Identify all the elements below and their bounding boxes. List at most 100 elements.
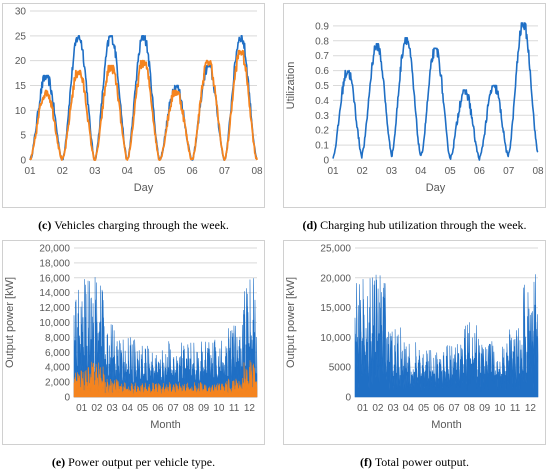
x-tick-label: 02 [357, 166, 369, 177]
series-area-0 [354, 274, 539, 398]
y-tick-label: 10 [15, 106, 27, 117]
y-tick-label: 6,000 [45, 348, 70, 359]
x-tick-label: 04 [122, 166, 134, 177]
x-tick-label: 05 [154, 166, 166, 177]
y-tick-label: 0.1 [315, 141, 329, 152]
y-tick-label: 25,000 [320, 244, 351, 255]
y-tick-label: 0.3 [315, 111, 329, 122]
x-tick-label: 03 [388, 403, 400, 414]
x-tick-label: 03 [386, 166, 398, 177]
y-tick-label: 20 [15, 56, 27, 67]
y-tick-label: 8,000 [45, 333, 70, 344]
y-tick-label: 18,000 [39, 258, 70, 269]
y-tick-label: 0 [20, 156, 26, 167]
y-tick-label: 0.2 [315, 126, 329, 137]
caption-c-text: Vehicles charging through the week. [54, 218, 229, 232]
x-axis-label: Month [150, 419, 181, 431]
x-tick-label: 06 [187, 166, 199, 177]
caption-e-text: Power output per vehicle type. [68, 455, 216, 469]
y-tick-label: 16,000 [39, 273, 70, 284]
x-tick-label: 02 [372, 403, 384, 414]
series-area-1 [73, 360, 258, 398]
y-tick-label: 0.4 [315, 96, 329, 107]
x-tick-label: 01 [76, 403, 88, 414]
caption-c: (c) Vehicles charging through the week. [2, 218, 265, 233]
y-tick-label: 5 [20, 131, 26, 142]
y-tick-label: 30 [15, 7, 27, 18]
y-tick-label: 0 [64, 393, 70, 404]
x-tick-label: 09 [198, 403, 210, 414]
y-tick-label: 20,000 [320, 273, 351, 284]
x-tick-label: 04 [122, 403, 134, 414]
y-tick-label: 4,000 [45, 363, 70, 374]
x-tick-label: 01 [357, 403, 369, 414]
x-tick-label: 04 [415, 166, 427, 177]
y-tick-label: 25 [15, 31, 27, 42]
x-tick-label: 12 [525, 403, 537, 414]
y-tick-label: 0.7 [315, 51, 329, 62]
chart-hub-utilization: 0 0.1 0.2 0.3 0.4 0.5 0.6 0.7 0.8 0.9 01 02 03 04 05 06… [285, 21, 544, 194]
y-tick-label: 15,000 [320, 303, 351, 314]
x-tick-label: 03 [89, 166, 101, 177]
x-tick-label: 08 [183, 403, 195, 414]
x-tick-label: 06 [152, 403, 164, 414]
y-tick-label: 15 [15, 81, 27, 92]
y-tick-label: 0.8 [315, 36, 329, 47]
x-tick-label: 12 [244, 403, 256, 414]
x-tick-label: 08 [251, 166, 263, 177]
chart-power-per-vehicle-type: 0 2,000 4,000 6,000 8,000 10,000 12,000 14,000 1… [4, 244, 258, 431]
caption-e: (e) Power output per vehicle type. [2, 455, 265, 470]
x-tick-label: 04 [403, 403, 415, 414]
x-tick-label: 02 [57, 166, 69, 177]
panel-f-frame [283, 240, 546, 445]
y-tick-label: 0.6 [315, 66, 329, 77]
x-tick-label: 07 [503, 166, 515, 177]
y-tick-label: 10,000 [39, 318, 70, 329]
caption-d: (d) Charging hub utilization through the… [283, 218, 546, 233]
x-tick-label: 02 [91, 403, 103, 414]
y-tick-label: 12,000 [39, 303, 70, 314]
x-tick-label: 08 [532, 166, 544, 177]
x-tick-label: 06 [474, 166, 486, 177]
x-tick-label: 10 [494, 403, 506, 414]
caption-f-text: Total power output. [374, 455, 469, 469]
caption-f: (f) Total power output. [283, 455, 546, 470]
y-tick-label: 0 [345, 393, 351, 404]
x-tick-label: 11 [510, 403, 521, 414]
x-tick-label: 07 [168, 403, 180, 414]
x-tick-label: 05 [445, 166, 457, 177]
x-tick-label: 03 [107, 403, 119, 414]
x-tick-label: 05 [137, 403, 149, 414]
caption-d-letter: (d) [302, 218, 318, 232]
y-tick-label: 20,000 [39, 244, 70, 255]
x-tick-label: 10 [213, 403, 225, 414]
x-axis-label: Day [426, 182, 446, 194]
x-tick-label: 05 [418, 403, 430, 414]
y-tick-label: 10,000 [320, 333, 351, 344]
caption-f-letter: (f) [360, 455, 373, 469]
series-line-1 [29, 49, 258, 161]
x-tick-label: 07 [219, 166, 231, 177]
series-line-0 [332, 22, 539, 161]
y-tick-label: 2,000 [45, 378, 70, 389]
caption-e-letter: (e) [51, 455, 66, 469]
x-tick-label: 07 [449, 403, 461, 414]
y-tick-label: 5000 [329, 363, 352, 374]
x-tick-label: 06 [433, 403, 445, 414]
x-tick-label: 01 [327, 166, 339, 177]
x-tick-label: 08 [464, 403, 476, 414]
caption-c-letter: (c) [38, 218, 52, 232]
x-tick-label: 11 [229, 403, 240, 414]
series-area-0 [73, 277, 258, 398]
x-tick-label: 01 [24, 166, 36, 177]
y-tick-label: 0 [323, 156, 329, 167]
caption-d-text: Charging hub utilization through the wee… [320, 218, 527, 232]
y-axis-label: Output power [kW] [4, 277, 16, 368]
y-tick-label: 14,000 [39, 288, 70, 299]
y-tick-label: 0.5 [315, 81, 329, 92]
x-axis-label: Day [134, 182, 154, 194]
series-line-0 [29, 34, 258, 161]
y-axis-label: Output power [kW] [285, 277, 297, 368]
